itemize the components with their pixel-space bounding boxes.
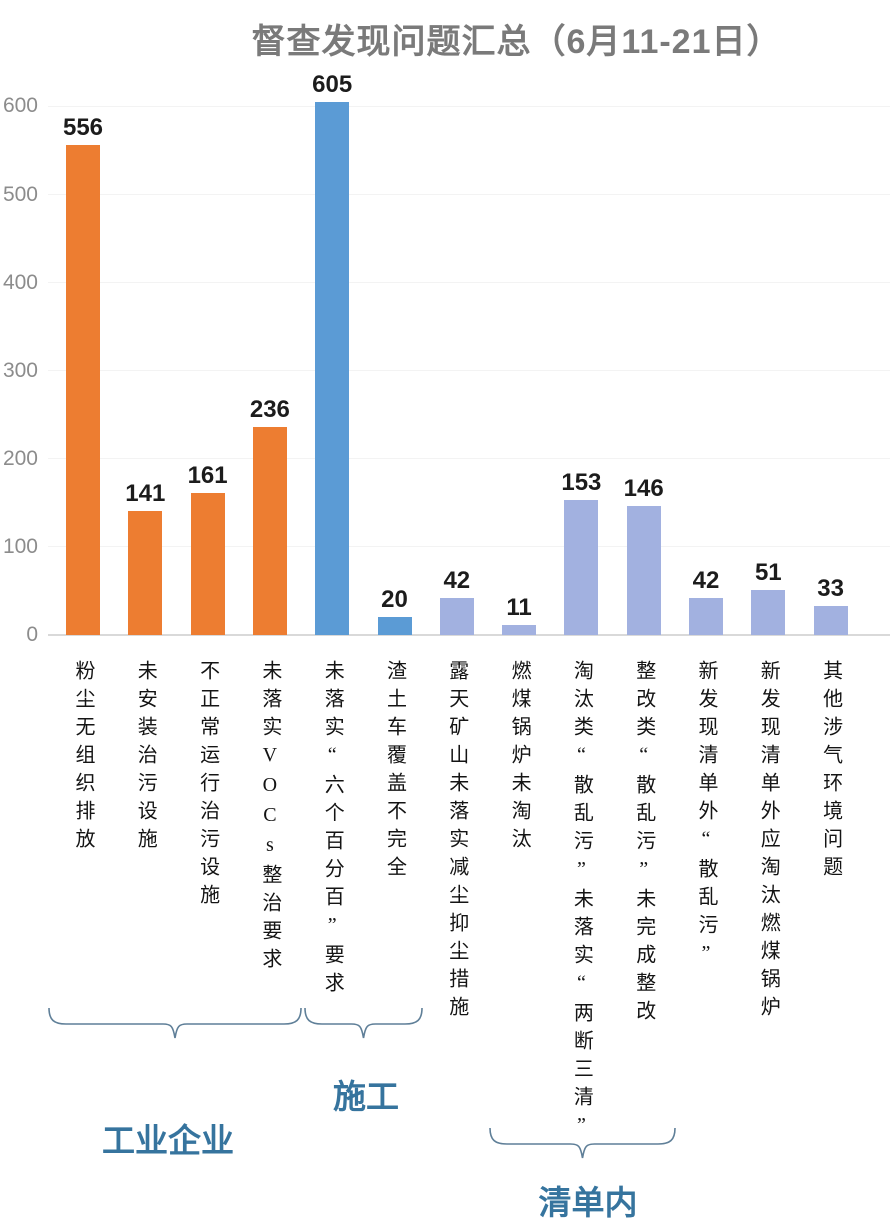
bar	[190, 493, 225, 635]
bar-value-label: 11	[506, 594, 532, 622]
bar	[377, 617, 412, 635]
gridline	[48, 546, 890, 548]
y-axis-tick-label: 400	[2, 270, 38, 294]
bar	[564, 500, 599, 635]
bar	[626, 506, 661, 635]
y-axis-tick-label: 300	[2, 358, 38, 382]
bar-value-label: 51	[754, 559, 782, 587]
category-label: 整改类“散乱污”未完成整改	[632, 660, 655, 1028]
bar-value-label: 33	[817, 574, 844, 602]
bar-value-label: 42	[443, 566, 471, 594]
bar-value-label: 153	[561, 469, 602, 497]
y-axis-tick-label: 100	[2, 534, 38, 558]
gridline	[48, 194, 890, 195]
gridline	[48, 458, 890, 460]
y-axis-tick-label: 0	[26, 623, 38, 646]
group-brace	[48, 1007, 302, 1039]
gridline	[48, 370, 890, 372]
y-axis-tick-label: 500	[2, 182, 38, 206]
category-label: 新发现清单外“散乱污”	[695, 660, 717, 972]
category-label: 新发现清单外应淘汰燃煤锅炉	[757, 660, 780, 1024]
bar	[689, 597, 723, 635]
category-label: 粉尘无组织排放	[72, 660, 94, 856]
bar	[502, 625, 537, 635]
y-axis-tick-label: 600	[2, 94, 38, 118]
bar	[128, 510, 163, 635]
gridline	[48, 282, 890, 284]
bar	[66, 145, 100, 635]
category-label: 其他涉气环境问题	[819, 660, 842, 884]
category-label: 露天矿山未落实减尘抑尘措施	[445, 660, 468, 1024]
bar-value-label: 161	[187, 462, 228, 490]
bar-value-label: 556	[62, 114, 104, 142]
bar-value-label: 236	[249, 396, 290, 424]
group-label: 清单内	[538, 1184, 638, 1218]
category-label: 不正常运行治污设施	[196, 660, 219, 912]
y-axis-tick-label: 200	[2, 446, 38, 470]
gridline	[48, 105, 890, 107]
group-brace	[304, 1007, 423, 1039]
group-label: 施工	[333, 1078, 399, 1115]
bar	[315, 101, 350, 635]
bar-value-label: 20	[381, 586, 408, 614]
bar	[751, 590, 786, 635]
bar	[813, 605, 848, 635]
bar	[252, 427, 287, 635]
chart-title: 督查发现问题汇总（6月11-21日）	[251, 23, 782, 61]
group-label: 工业企业	[102, 1122, 234, 1159]
bar-value-label: 605	[312, 70, 353, 98]
bar	[439, 597, 474, 635]
bar-value-label: 146	[623, 475, 664, 503]
group-brace	[489, 1127, 676, 1159]
category-label: 未落实“六个百分百”要求	[321, 660, 344, 1000]
category-label: 淘汰类“散乱污”未落实“两断三清”	[570, 660, 593, 1144]
bar-value-label: 42	[692, 566, 720, 594]
x-axis-line	[48, 634, 890, 636]
bar-value-label: 141	[125, 479, 166, 507]
category-label: 未落实VOCs整治要求	[258, 660, 281, 976]
category-label: 未安装治污设施	[134, 660, 157, 856]
category-label: 燃煤锅炉未淘汰	[508, 660, 531, 856]
category-label: 渣土车覆盖不完全	[383, 660, 406, 884]
